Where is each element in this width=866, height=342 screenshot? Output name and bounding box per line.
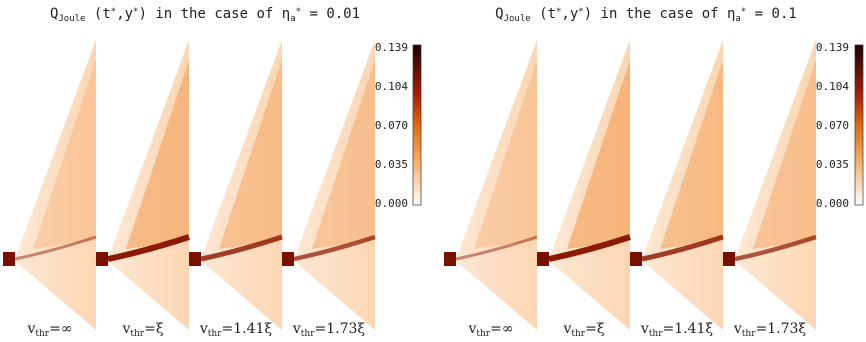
figure-title: QJoule (t*,y*) in the case of ηa* = 0.1 bbox=[495, 6, 797, 24]
source bbox=[96, 252, 108, 266]
text-part: =1.73ξ bbox=[315, 321, 366, 337]
heatmap-band bbox=[312, 60, 375, 249]
text-part: ) in the case of η bbox=[138, 6, 290, 22]
panel-label: vthr=ξ bbox=[121, 321, 163, 339]
text-part: thr bbox=[301, 329, 315, 339]
heatmap-wedge bbox=[294, 40, 375, 330]
text-part: * bbox=[111, 7, 116, 17]
text-part: v bbox=[292, 321, 301, 337]
heatmap-band bbox=[219, 60, 282, 249]
text-part: =∞ bbox=[49, 321, 72, 337]
heatmap-streak bbox=[107, 234, 190, 262]
colorbar-tick-label: 0.070 bbox=[816, 119, 849, 132]
heatmap-band bbox=[660, 60, 723, 249]
heatmap-streak bbox=[200, 234, 283, 262]
text-part: * bbox=[741, 7, 746, 17]
panel-label: vthr=ξ bbox=[562, 321, 604, 339]
text-part: v bbox=[467, 321, 476, 337]
text-part: =1.41ξ bbox=[663, 321, 714, 337]
text-part: = 0.1 bbox=[746, 6, 797, 22]
text-part: * bbox=[556, 7, 561, 17]
text-part: thr bbox=[649, 329, 663, 339]
text-part: =ξ bbox=[585, 321, 605, 337]
text-part: Q bbox=[50, 6, 58, 22]
panel-label: vthr=1.73ξ bbox=[733, 321, 807, 339]
colorbar-tick-label: 0.139 bbox=[816, 41, 849, 54]
colorbar bbox=[854, 44, 864, 206]
text-part: a bbox=[735, 14, 740, 24]
text-part: =ξ bbox=[144, 321, 164, 337]
text-part: ) in the case of η bbox=[584, 6, 736, 22]
panel-label: vthr=∞ bbox=[467, 321, 513, 339]
text-part: thr bbox=[35, 329, 49, 339]
text-part: v bbox=[562, 321, 571, 337]
heatmap-band bbox=[753, 60, 816, 249]
text-part: * bbox=[296, 7, 301, 17]
text-part: Q bbox=[495, 6, 503, 22]
source bbox=[3, 252, 15, 266]
heatmap-streak bbox=[548, 234, 631, 262]
text-part: ,y bbox=[116, 6, 133, 22]
text-part: * bbox=[578, 7, 583, 17]
heatmap-band bbox=[474, 60, 537, 249]
heatmap-streak bbox=[455, 235, 538, 261]
text-part: a bbox=[290, 14, 295, 24]
text-part: =1.41ξ bbox=[222, 321, 273, 337]
colorbar-tick-label: 0.000 bbox=[816, 197, 849, 210]
figure-title: QJoule (t*,y*) in the case of ηa* = 0.01 bbox=[50, 6, 360, 24]
text-part: (t bbox=[531, 6, 556, 22]
source bbox=[723, 252, 735, 266]
colorbar-tick-label: 0.000 bbox=[375, 197, 408, 210]
heatmap-band bbox=[126, 60, 189, 249]
panel-label: vthr=∞ bbox=[26, 321, 72, 339]
colorbar-tick-label: 0.104 bbox=[375, 80, 408, 93]
heatmap-band bbox=[567, 60, 630, 249]
text-part: = 0.01 bbox=[301, 6, 360, 22]
text-part: thr bbox=[208, 329, 222, 339]
text-part: =∞ bbox=[490, 321, 513, 337]
source bbox=[630, 252, 642, 266]
text-part: v bbox=[26, 321, 35, 337]
text-part: * bbox=[133, 7, 138, 17]
colorbar-tick-label: 0.070 bbox=[375, 119, 408, 132]
heatmap-streak bbox=[14, 235, 97, 261]
colorbar-tick-label: 0.035 bbox=[816, 158, 849, 171]
heatmap-wedge bbox=[15, 40, 96, 330]
source bbox=[189, 252, 201, 266]
text-part: =1.73ξ bbox=[756, 321, 807, 337]
heatmap-streak bbox=[641, 234, 724, 262]
text-part: v bbox=[199, 321, 208, 337]
panel-label: vthr=1.73ξ bbox=[292, 321, 366, 339]
heatmap-streak bbox=[293, 234, 376, 262]
text-part: Joule bbox=[504, 14, 531, 24]
text-part: (t bbox=[85, 6, 110, 22]
colorbar-tick-label: 0.104 bbox=[816, 80, 849, 93]
source bbox=[444, 252, 456, 266]
heatmap-wedge bbox=[456, 40, 537, 330]
text-part: ,y bbox=[561, 6, 578, 22]
text-part: thr bbox=[742, 329, 756, 339]
text-part: v bbox=[733, 321, 742, 337]
source bbox=[537, 252, 549, 266]
text-part: thr bbox=[476, 329, 490, 339]
panel-label: vthr=1.41ξ bbox=[199, 321, 273, 339]
text-part: thr bbox=[571, 329, 585, 339]
text-part: thr bbox=[130, 329, 144, 339]
colorbar-tick-label: 0.139 bbox=[375, 41, 408, 54]
colorbar bbox=[412, 44, 422, 206]
panel-label: vthr=1.41ξ bbox=[640, 321, 714, 339]
heatmap-band bbox=[33, 60, 96, 249]
source bbox=[282, 252, 294, 266]
text-part: v bbox=[121, 321, 130, 337]
text-part: v bbox=[640, 321, 649, 337]
colorbar-tick-label: 0.035 bbox=[375, 158, 408, 171]
text-part: Joule bbox=[58, 14, 85, 24]
heatmap-streak bbox=[734, 234, 817, 262]
